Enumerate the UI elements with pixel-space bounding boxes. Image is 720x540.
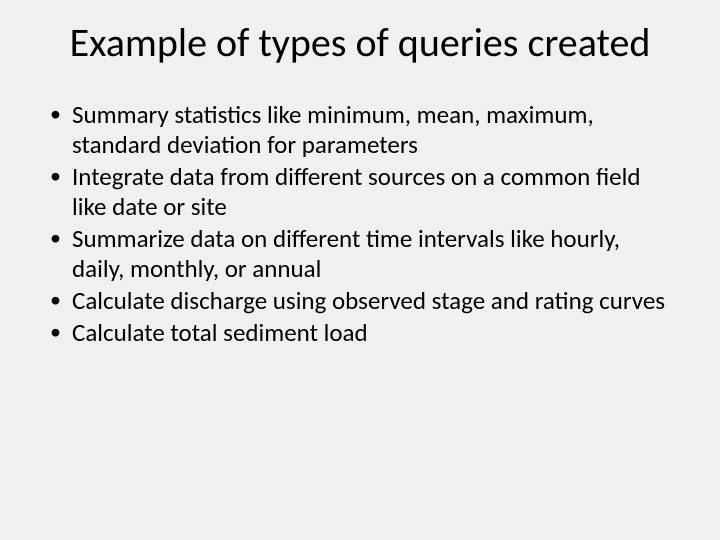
slide-title: Example of types of queries created bbox=[48, 20, 672, 66]
list-item: Integrate data from different sources on… bbox=[48, 162, 672, 222]
list-item: Calculate total sediment load bbox=[48, 318, 672, 348]
presentation-slide: Example of types of queries created Summ… bbox=[0, 0, 720, 540]
list-item: Summary statistics like minimum, mean, m… bbox=[48, 100, 672, 160]
list-item: Summarize data on different time interva… bbox=[48, 224, 672, 284]
bullet-list: Summary statistics like minimum, mean, m… bbox=[48, 100, 672, 348]
list-item: Calculate discharge using observed stage… bbox=[48, 286, 672, 316]
